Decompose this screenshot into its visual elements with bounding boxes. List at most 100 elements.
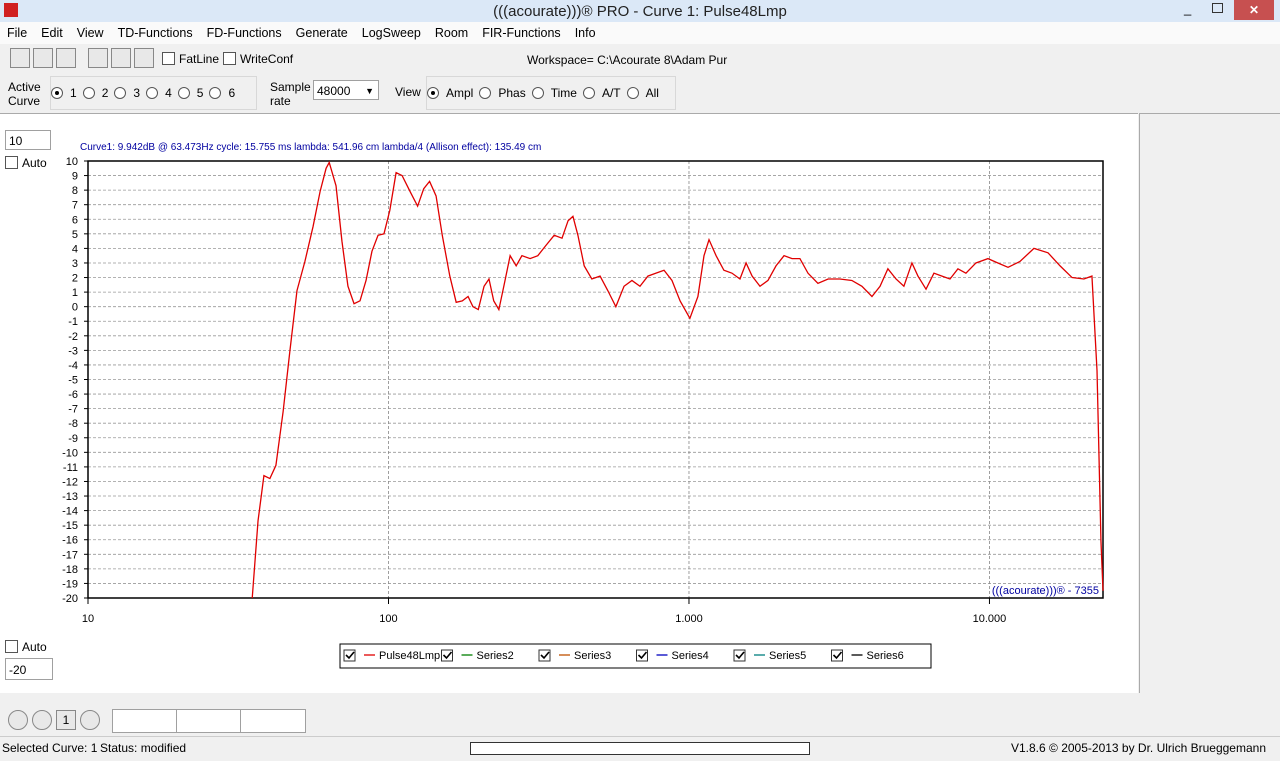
legend-entry[interactable]: Pulse48Lmp bbox=[343, 649, 440, 662]
radio-option[interactable]: All bbox=[626, 86, 665, 100]
max-auto-checkbox[interactable]: Auto bbox=[5, 156, 47, 170]
label-line: rate bbox=[270, 94, 291, 108]
y-tick-label: 3 bbox=[72, 258, 78, 270]
active-curve-label: Active Curve bbox=[8, 80, 41, 108]
y-tick-label: -17 bbox=[62, 549, 78, 561]
radio-option[interactable]: Ampl bbox=[427, 86, 479, 100]
radio-label: 5 bbox=[196, 86, 204, 100]
radio-button[interactable] bbox=[209, 87, 222, 99]
zoom-out-button[interactable] bbox=[32, 710, 52, 730]
radio-option[interactable]: 3 bbox=[114, 86, 146, 100]
radio-button[interactable] bbox=[427, 87, 439, 99]
label-line: Curve bbox=[8, 94, 41, 108]
radio-option[interactable]: Time bbox=[531, 86, 583, 100]
restore-button[interactable] bbox=[1212, 3, 1223, 13]
select-value: 48000 bbox=[317, 84, 351, 98]
radio-button[interactable] bbox=[582, 87, 595, 99]
y-tick-label: 8 bbox=[72, 185, 78, 197]
menu-item[interactable]: File bbox=[7, 26, 28, 40]
radio-button[interactable] bbox=[114, 87, 127, 99]
radio-label: Phas bbox=[498, 86, 526, 100]
y-tick-label: 2 bbox=[72, 273, 78, 285]
y-tick-label: 7 bbox=[72, 200, 78, 212]
properties-button[interactable] bbox=[56, 48, 76, 68]
menu-item[interactable]: LogSweep bbox=[361, 26, 421, 40]
check-mark bbox=[735, 651, 745, 660]
min-auto-checkbox[interactable]: Auto bbox=[5, 640, 47, 654]
app-icon bbox=[4, 3, 18, 17]
radio-button[interactable] bbox=[531, 87, 544, 99]
delete-button[interactable] bbox=[111, 48, 131, 68]
radio-option[interactable]: 1 bbox=[51, 86, 83, 100]
close-button[interactable]: ✕ bbox=[1234, 0, 1274, 20]
y-tick-label: -5 bbox=[68, 375, 78, 387]
data-line bbox=[251, 160, 1104, 599]
y-tick-label: 10 bbox=[66, 156, 78, 168]
y-tick-label: -12 bbox=[62, 476, 78, 488]
legend-label: Pulse48Lmp bbox=[379, 650, 440, 662]
y-tick-label: -15 bbox=[62, 520, 78, 532]
y-tick-label: -13 bbox=[62, 491, 78, 503]
menu-item[interactable]: Generate bbox=[295, 26, 348, 40]
legend-entry[interactable]: Series2 bbox=[441, 649, 514, 662]
radio-label: 3 bbox=[133, 86, 141, 100]
radio-button[interactable] bbox=[177, 87, 190, 99]
x-tick-label: 100 bbox=[379, 613, 397, 625]
min-input[interactable]: -20 bbox=[5, 658, 53, 680]
menu-item[interactable]: Info bbox=[574, 26, 596, 40]
checkbox-label: Auto bbox=[22, 156, 47, 170]
legend-checkbox bbox=[343, 649, 356, 662]
radio-option[interactable]: 2 bbox=[82, 86, 115, 100]
zoom-reset-button[interactable]: 1 bbox=[56, 710, 76, 730]
menu-item[interactable]: Room bbox=[434, 26, 469, 40]
legend-entry[interactable]: Series4 bbox=[636, 649, 709, 662]
sample-rate-select[interactable]: 48000 ▼ bbox=[313, 80, 379, 100]
menu-item[interactable]: FD-Functions bbox=[206, 26, 282, 40]
workspace-label: Workspace= C:\Acourate 8\Adam Pur bbox=[527, 53, 728, 67]
y-tick-label: -7 bbox=[68, 404, 78, 416]
checkbox-label: FatLine bbox=[179, 52, 220, 66]
x-tick-label: 10.000 bbox=[973, 613, 1007, 625]
open-button[interactable] bbox=[10, 48, 30, 68]
minimize-button[interactable]: _ bbox=[1184, 1, 1192, 16]
x-tick-label: 1.000 bbox=[675, 613, 703, 625]
sample-rate-label: Sample rate bbox=[270, 80, 311, 108]
radio-button[interactable] bbox=[51, 87, 63, 99]
writeconf-checkbox[interactable]: WriteConf bbox=[223, 52, 293, 66]
plot-frame bbox=[87, 160, 1104, 599]
target-button[interactable] bbox=[80, 710, 100, 730]
radio-button[interactable] bbox=[626, 87, 639, 99]
legend-entry[interactable]: Series6 bbox=[831, 649, 904, 662]
radio-button[interactable] bbox=[479, 87, 492, 99]
y-tick-label: 6 bbox=[72, 214, 78, 226]
menu-item[interactable]: TD-Functions bbox=[117, 26, 193, 40]
tool-button[interactable] bbox=[134, 48, 154, 68]
x-tick-label: 10 bbox=[82, 613, 94, 625]
radio-option[interactable]: Phas bbox=[479, 86, 531, 100]
zoom-in-button[interactable] bbox=[8, 710, 28, 730]
radio-option[interactable]: A/T bbox=[582, 86, 627, 100]
delete-all-button[interactable] bbox=[88, 48, 108, 68]
menu-item[interactable]: View bbox=[76, 26, 104, 40]
radio-option[interactable]: 6 bbox=[209, 86, 241, 100]
radio-option[interactable]: 5 bbox=[177, 86, 210, 100]
y-tick-label: -3 bbox=[68, 345, 78, 357]
radio-option[interactable]: 4 bbox=[146, 86, 178, 100]
save-button[interactable] bbox=[33, 48, 53, 68]
legend-entry[interactable]: Series3 bbox=[538, 649, 611, 662]
y-tick-label: -20 bbox=[62, 593, 78, 605]
menu-item[interactable]: FIR-Functions bbox=[482, 26, 561, 40]
legend-checkbox bbox=[733, 649, 746, 662]
radio-button[interactable] bbox=[82, 87, 95, 99]
info-field bbox=[176, 709, 242, 733]
menu-item[interactable]: Edit bbox=[41, 26, 63, 40]
y-tick-label: -19 bbox=[62, 578, 78, 590]
y-tick-label: -1 bbox=[68, 316, 78, 328]
fatline-checkbox[interactable]: FatLine bbox=[162, 52, 219, 66]
radio-button[interactable] bbox=[146, 87, 159, 99]
legend-entry[interactable]: Series5 bbox=[733, 649, 806, 662]
title-bar: (((acourate)))® PRO - Curve 1: Pulse48Lm… bbox=[0, 0, 1280, 22]
max-input[interactable]: 10 bbox=[5, 130, 51, 150]
